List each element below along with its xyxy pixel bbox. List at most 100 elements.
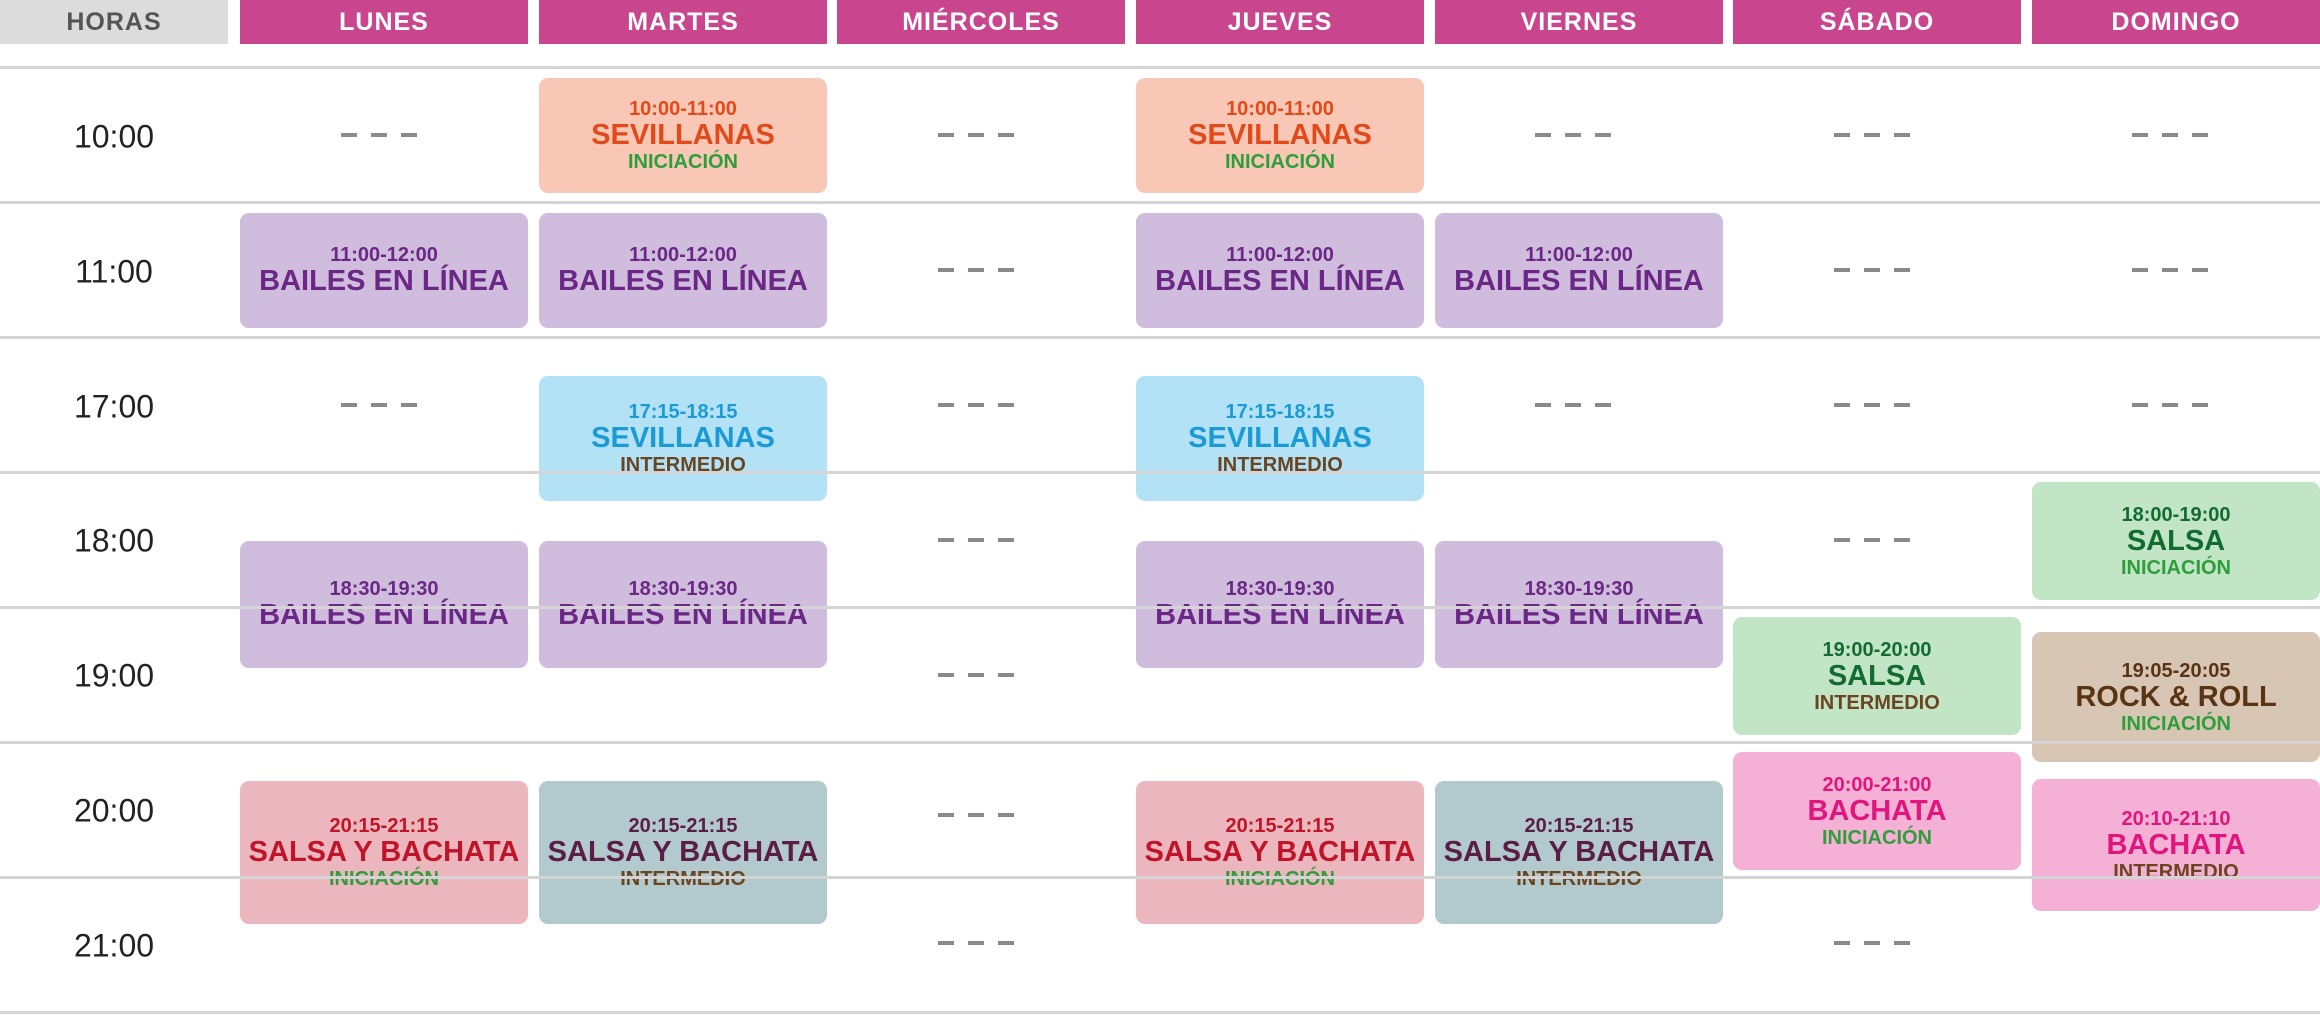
empty-slot-marker: [1834, 133, 1910, 137]
class-level: INTERMEDIO: [620, 868, 746, 890]
class-level: INICIACIÓN: [1225, 151, 1335, 173]
empty-slot-marker: [341, 403, 417, 407]
class-level: INICIACIÓN: [329, 868, 439, 890]
class-dance: SALSA: [1827, 659, 1927, 692]
class-card: 20:10-21:10 BACHATA INTERMEDIO: [2032, 779, 2320, 911]
class-dance: BAILES EN LÍNEA: [1155, 265, 1405, 297]
class-level: INTERMEDIO: [1516, 868, 1642, 890]
class-level: INTERMEDIO: [1814, 691, 1940, 714]
empty-slot-marker: [2132, 133, 2208, 137]
hour-label: 11:00: [75, 253, 153, 290]
class-dance: SEVILLANAS: [591, 119, 775, 151]
class-level: INICIACIÓN: [628, 151, 738, 173]
class-dance: BACHATA: [1807, 794, 1947, 827]
class-level: INICIACIÓN: [1822, 826, 1932, 849]
class-card: 18:30-19:30 BAILES EN LÍNEA: [1136, 541, 1424, 668]
class-card: 17:15-18:15 SEVILLANAS INTERMEDIO: [539, 376, 827, 501]
class-dance: SEVILLANAS: [1188, 422, 1372, 454]
class-card: 18:30-19:30 BAILES EN LÍNEA: [240, 541, 528, 668]
empty-slot-marker: [938, 538, 1014, 542]
hour-label: 18:00: [73, 522, 155, 559]
class-card: 20:15-21:15 SALSA Y BACHATA INICIACIÓN: [1136, 781, 1424, 924]
class-level: INTERMEDIO: [620, 454, 746, 476]
class-time: 18:30-19:30: [1225, 578, 1335, 600]
class-dance: SALSA Y BACHATA: [1144, 836, 1416, 868]
class-dance: BAILES EN LÍNEA: [558, 265, 808, 297]
empty-slot-marker: [938, 941, 1014, 945]
class-card: 11:00-12:00 BAILES EN LÍNEA: [240, 213, 528, 328]
class-time: 18:30-19:30: [628, 578, 738, 600]
class-card: 18:00-19:00 SALSA INICIACIÓN: [2032, 482, 2320, 600]
class-time: 20:00-21:00: [1822, 773, 1932, 796]
class-card: 20:00-21:00 BACHATA INICIACIÓN: [1733, 752, 2021, 870]
class-time: 20:15-21:15: [1225, 815, 1335, 837]
class-time: 10:00-11:00: [629, 98, 737, 120]
day-header-saturday: SÁBADO: [1733, 0, 2021, 44]
class-time: 18:30-19:30: [329, 578, 439, 600]
class-level: INICIACIÓN: [1225, 868, 1335, 890]
class-card: 18:30-19:30 BAILES EN LÍNEA: [1435, 541, 1723, 668]
class-time: 10:00-11:00: [1226, 98, 1334, 120]
class-time: 18:00-19:00: [2121, 503, 2231, 526]
empty-slot-marker: [1834, 538, 1910, 542]
empty-slot-marker: [938, 403, 1014, 407]
class-card: 11:00-12:00 BAILES EN LÍNEA: [1136, 213, 1424, 328]
row-divider: [0, 336, 2320, 339]
empty-slot-marker: [938, 813, 1014, 817]
day-header-friday: VIERNES: [1435, 0, 1723, 44]
row-divider: [0, 741, 2320, 744]
class-time: 17:15-18:15: [1225, 401, 1335, 423]
hour-label: 17:00: [73, 388, 155, 425]
hour-label: 21:00: [73, 927, 155, 964]
class-card: 10:00-11:00 SEVILLANAS INICIACIÓN: [1136, 78, 1424, 193]
empty-slot-marker: [1834, 268, 1910, 272]
class-dance: BAILES EN LÍNEA: [259, 265, 509, 297]
class-time: 18:30-19:30: [1524, 578, 1634, 600]
empty-slot-marker: [1834, 941, 1910, 945]
class-time: 20:15-21:15: [628, 815, 738, 837]
empty-slot-marker: [938, 133, 1014, 137]
day-header-thursday: JUEVES: [1136, 0, 1424, 44]
empty-slot-marker: [1535, 403, 1611, 407]
empty-slot-marker: [1834, 403, 1910, 407]
empty-slot-marker: [938, 268, 1014, 272]
class-dance: SALSA: [2126, 524, 2226, 557]
class-time: 20:10-21:10: [2121, 807, 2231, 830]
hour-label: 19:00: [73, 657, 155, 694]
class-dance: SEVILLANAS: [591, 422, 775, 454]
class-dance: SALSA Y BACHATA: [1443, 836, 1715, 868]
class-card: 11:00-12:00 BAILES EN LÍNEA: [539, 213, 827, 328]
row-divider: [0, 1011, 2320, 1014]
class-card: 20:15-21:15 SALSA Y BACHATA INICIACIÓN: [240, 781, 528, 924]
class-level: INICIACIÓN: [2121, 712, 2231, 735]
class-card: 11:00-12:00 BAILES EN LÍNEA: [1435, 213, 1723, 328]
empty-slot-marker: [2132, 268, 2208, 272]
class-dance: BAILES EN LÍNEA: [1454, 599, 1704, 631]
class-dance: ROCK & ROLL: [2075, 680, 2277, 713]
row-divider: [0, 876, 2320, 879]
empty-slot-marker: [341, 133, 417, 137]
class-time: 19:05-20:05: [2121, 659, 2231, 682]
class-dance: SALSA Y BACHATA: [547, 836, 819, 868]
class-card: 18:30-19:30 BAILES EN LÍNEA: [539, 541, 827, 668]
day-header-sunday: DOMINGO: [2032, 0, 2320, 44]
class-dance: BAILES EN LÍNEA: [558, 599, 808, 631]
class-time: 19:00-20:00: [1822, 638, 1932, 661]
class-card: 20:15-21:15 SALSA Y BACHATA INTERMEDIO: [1435, 781, 1723, 924]
empty-slot-marker: [1535, 133, 1611, 137]
class-card: 20:15-21:15 SALSA Y BACHATA INTERMEDIO: [539, 781, 827, 924]
day-header-wednesday: MIÉRCOLES: [837, 0, 1125, 44]
class-dance: BAILES EN LÍNEA: [1454, 265, 1704, 297]
class-time: 11:00-12:00: [1525, 244, 1633, 266]
class-dance: SEVILLANAS: [1188, 119, 1372, 151]
class-card: 19:00-20:00 SALSA INTERMEDIO: [1733, 617, 2021, 735]
empty-slot-marker: [2132, 403, 2208, 407]
class-dance: BAILES EN LÍNEA: [259, 599, 509, 631]
empty-slot-marker: [938, 673, 1014, 677]
hour-label: 10:00: [73, 118, 155, 155]
class-card: 19:05-20:05 ROCK & ROLL INICIACIÓN: [2032, 632, 2320, 762]
class-card: 17:15-18:15 SEVILLANAS INTERMEDIO: [1136, 376, 1424, 501]
class-time: 20:15-21:15: [329, 815, 439, 837]
class-level: INICIACIÓN: [2121, 556, 2231, 579]
